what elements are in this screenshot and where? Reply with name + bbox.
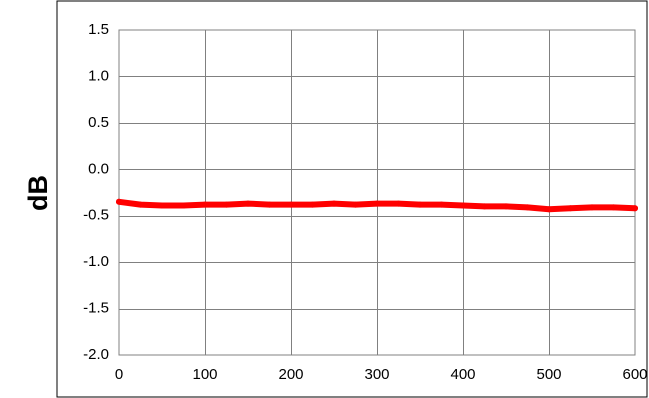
x-tick-label: 0: [115, 366, 123, 383]
x-tick-label: 100: [192, 366, 217, 383]
x-tick-label: 500: [536, 366, 561, 383]
data-point: [503, 203, 509, 210]
data-point: [309, 201, 316, 208]
data-point: [546, 206, 552, 213]
x-tick-label: 300: [364, 366, 389, 383]
data-point: [374, 200, 380, 207]
data-point: [481, 203, 488, 210]
x-tick-label: 600: [622, 366, 647, 383]
x-tick-label: 400: [450, 366, 475, 383]
y-tick-label: 0.0: [88, 160, 109, 177]
data-point: [610, 204, 617, 211]
grid-lines: [119, 30, 635, 355]
y-tick-label: -1.5: [83, 300, 109, 317]
y-tick-label: -2.0: [83, 346, 109, 363]
y-tick-label: -1.0: [83, 253, 109, 270]
data-point: [288, 201, 294, 208]
x-tick-label: 200: [278, 366, 303, 383]
y-tick-label: 1.0: [88, 67, 109, 84]
y-tick-label: 0.5: [88, 114, 109, 131]
data-point: [245, 200, 251, 207]
data-point: [417, 201, 423, 208]
data-point: [137, 201, 144, 208]
data-point: [589, 204, 595, 211]
x-tick-labels: 0 100 200 300 400 500 600: [115, 366, 648, 383]
data-point: [180, 202, 187, 209]
data-point: [266, 201, 273, 208]
data-point: [632, 205, 638, 212]
data-point: [352, 201, 359, 208]
series-layer: [116, 198, 638, 213]
data-point: [395, 200, 402, 207]
data-point: [116, 198, 122, 205]
data-point: [460, 202, 466, 209]
y-tick-label: 1.5: [88, 21, 109, 38]
data-point: [331, 200, 337, 207]
y-tick-labels: 1.5 1.0 0.5 0.0 -0.5 -1.0 -1.5 -2.0: [83, 21, 109, 363]
data-point: [438, 201, 445, 208]
data-point: [567, 205, 574, 212]
y-tick-label: -0.5: [83, 207, 109, 224]
series-0: [116, 198, 638, 213]
data-point: [159, 202, 165, 209]
data-point: [202, 201, 208, 208]
y-axis-title: dB: [23, 175, 53, 211]
data-point: [223, 201, 230, 208]
data-point: [524, 204, 531, 211]
